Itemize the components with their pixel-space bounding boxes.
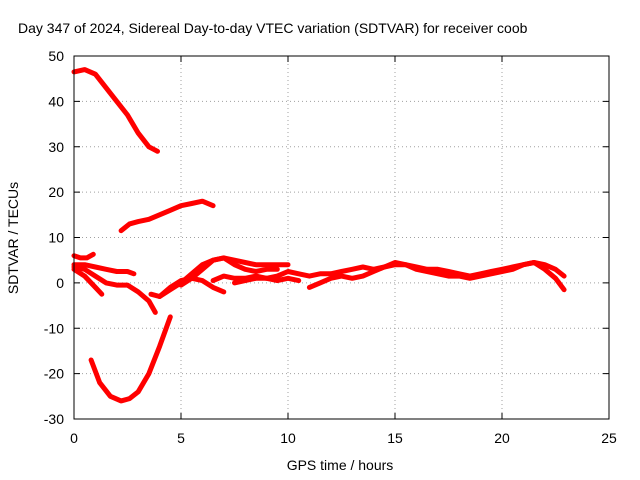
y-tick-label: 20 (48, 184, 64, 200)
chart-title: Day 347 of 2024, Sidereal Day-to-day VTE… (18, 20, 528, 36)
x-tick-label: 10 (280, 430, 296, 446)
y-tick-label: 40 (48, 93, 64, 109)
series-line-arc-3 (71, 251, 96, 261)
y-tick-label: 0 (56, 275, 64, 291)
x-tick-label: 0 (70, 430, 78, 446)
series-line-arc-5 (71, 264, 158, 315)
axis-ticks (73, 55, 610, 420)
x-tick-label: 15 (387, 430, 403, 446)
x-axis-label: GPS time / hours (287, 457, 394, 473)
series-line-arc-1 (71, 67, 160, 154)
x-tick-label: 25 (601, 430, 617, 446)
y-tick-label: 10 (48, 230, 64, 246)
series-line-arc-4 (71, 262, 137, 277)
x-tick-labels: 0 5 10 15 20 25 (70, 430, 617, 446)
data-series (71, 67, 567, 404)
y-axis-label: SDTVAR / TECUs (5, 182, 21, 294)
series-line-arc-6 (71, 266, 105, 297)
y-tick-label: -20 (44, 366, 64, 382)
series-line-arc-7 (88, 314, 173, 404)
series-line-arc-10 (178, 255, 280, 288)
y-tick-labels: -30 -20 -10 0 10 20 30 40 50 (44, 48, 64, 427)
series-line-arc-2 (118, 198, 216, 234)
y-tick-label: 50 (48, 48, 64, 64)
x-tick-label: 20 (494, 430, 510, 446)
x-tick-label: 5 (177, 430, 185, 446)
grid-lines (74, 56, 609, 419)
y-tick-label: 30 (48, 139, 64, 155)
series-line-arc-13 (306, 260, 567, 293)
y-tick-label: -10 (44, 320, 64, 336)
y-tick-label: -30 (44, 411, 64, 427)
series-line-arc-12 (232, 275, 302, 286)
